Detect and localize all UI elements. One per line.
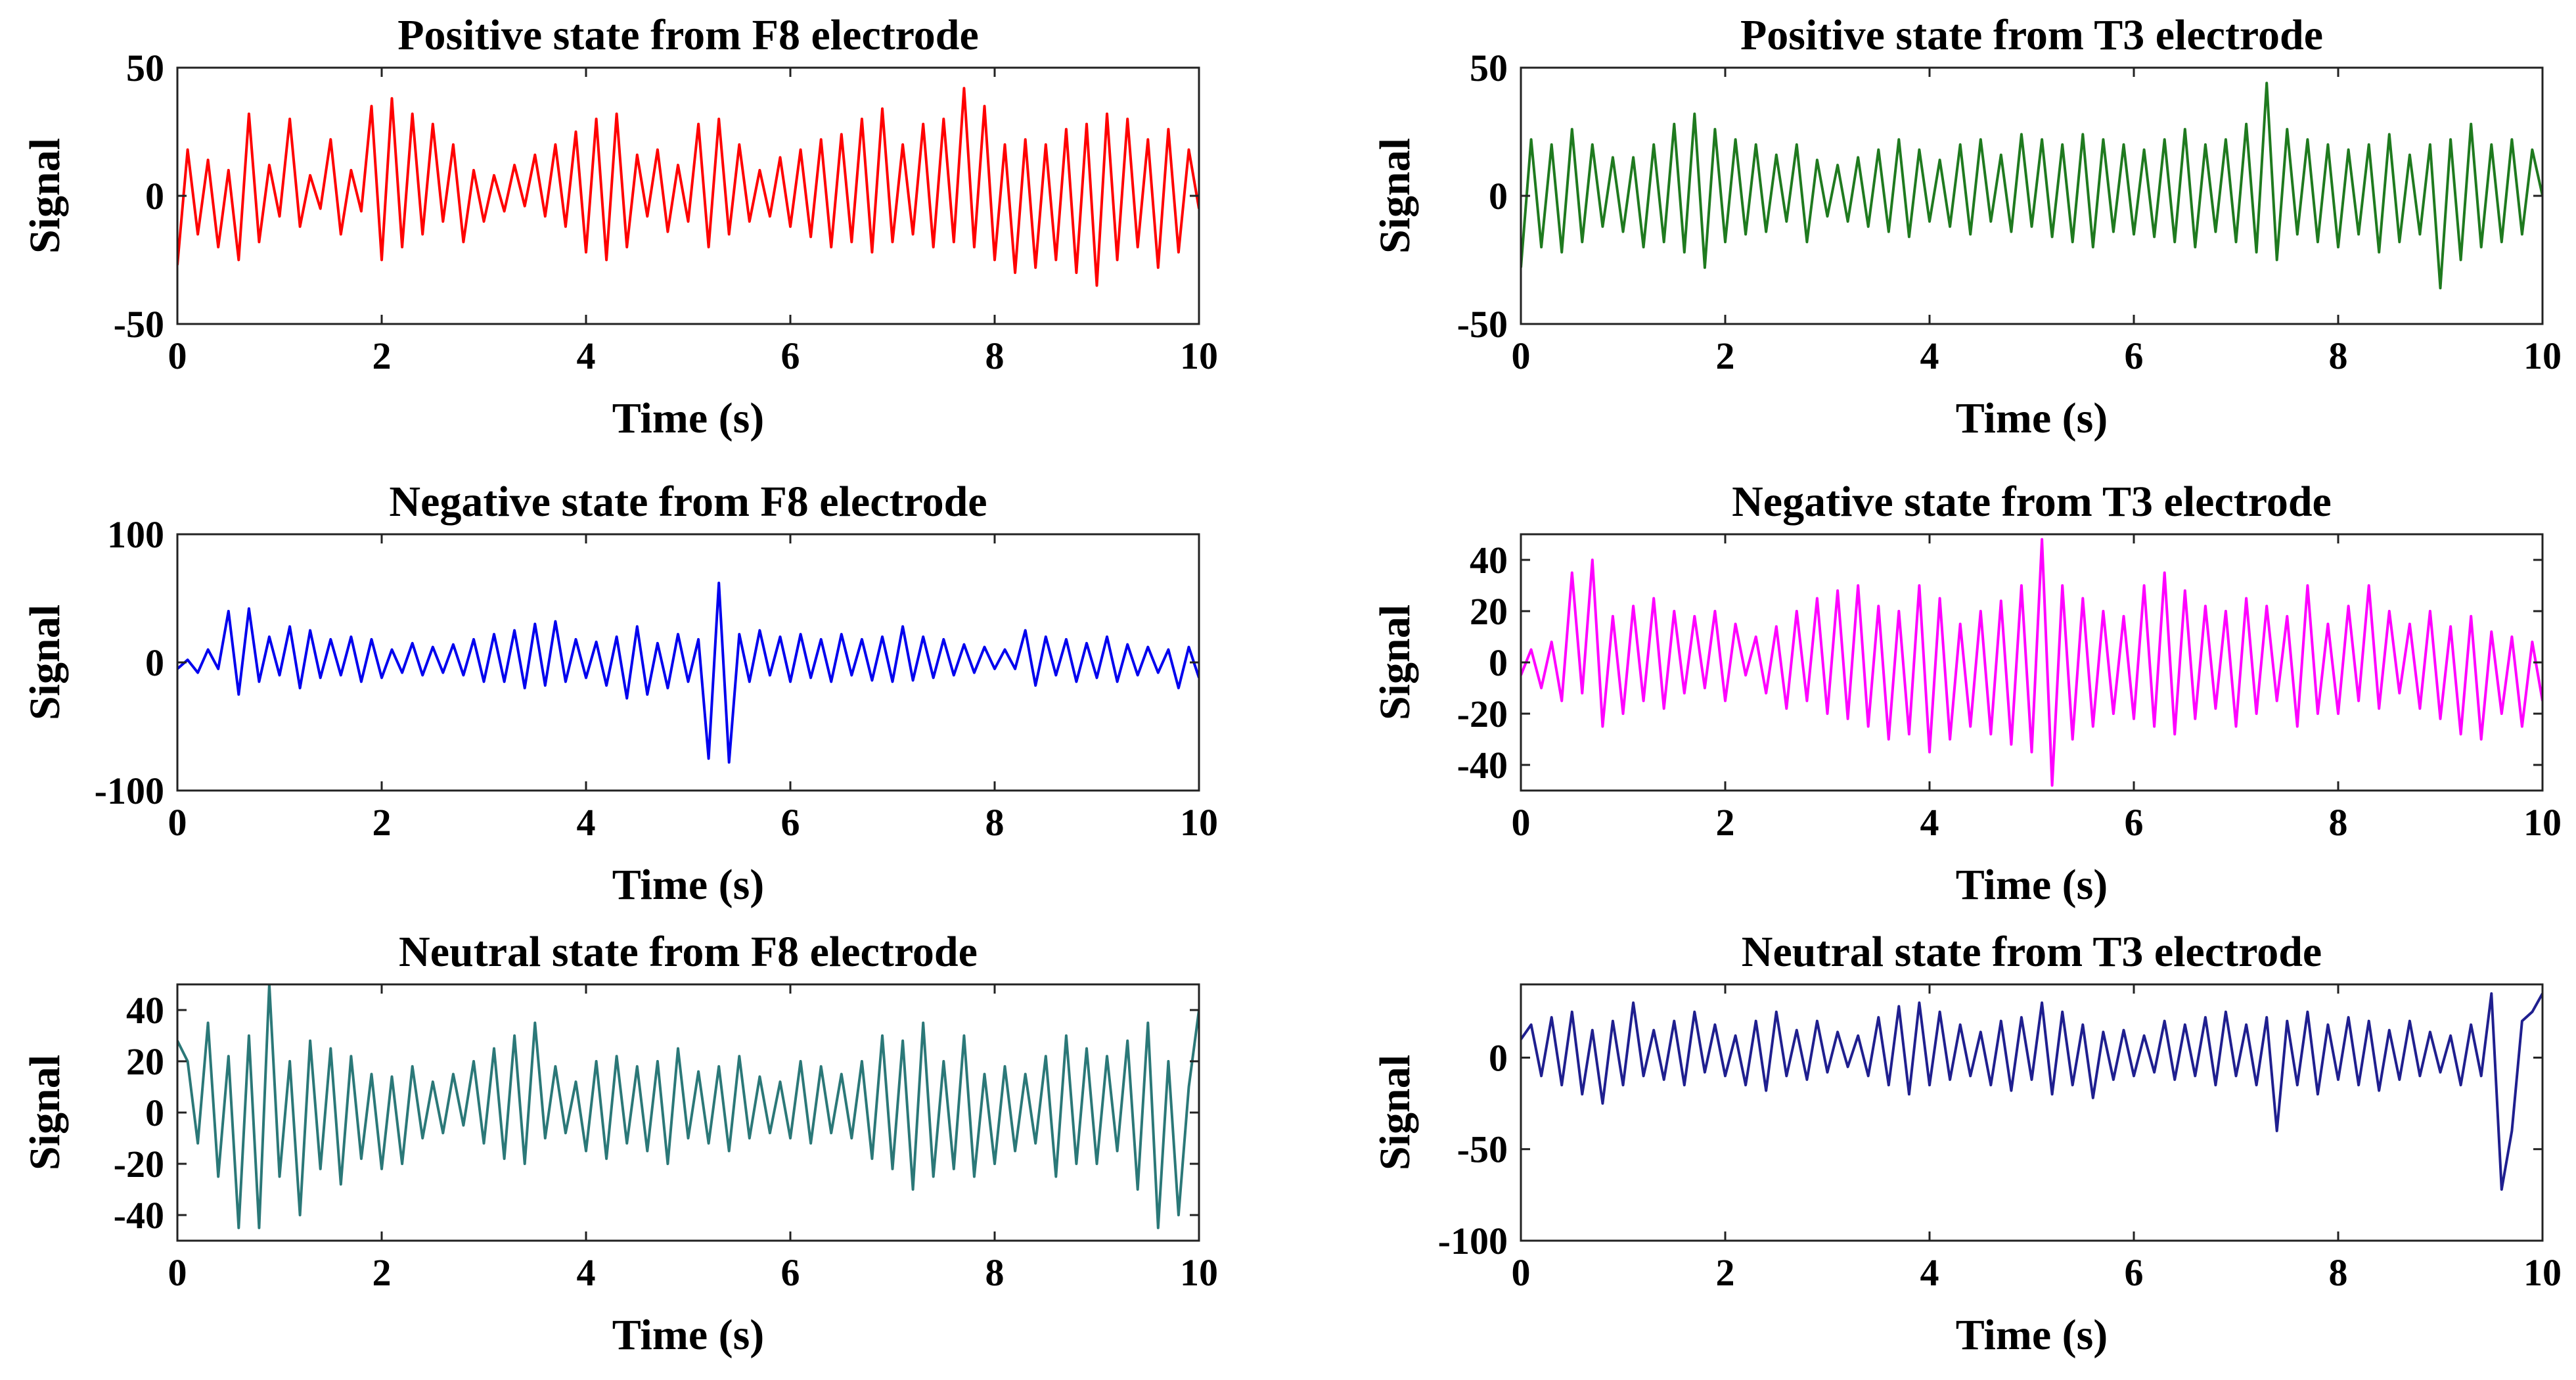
y-tick-label: -20 (1457, 693, 1508, 735)
x-tick-label: 0 (168, 334, 187, 377)
x-tick-label: 2 (373, 801, 392, 844)
plot-frame (1520, 983, 2544, 1242)
y-tick-label: -20 (114, 1143, 164, 1185)
y-axis-label: Signal (21, 1055, 69, 1170)
x-tick-label: 8 (985, 334, 1005, 377)
subplot-5: Neutral state from F8 electrode 0 2 4 6 8 10 -4… (21, 928, 1218, 1359)
x-tick-label: 2 (373, 1251, 392, 1294)
x-tick-label: 4 (577, 334, 596, 377)
x-tick-label: 10 (2523, 334, 2562, 377)
x-tick-label: 2 (373, 334, 392, 377)
subplot-title: Positive state from F8 electrode (397, 11, 979, 59)
y-tick-label: 50 (126, 47, 164, 89)
series-line (1521, 81, 2542, 290)
y-tick-label: -40 (114, 1194, 164, 1237)
y-tick-label: 20 (126, 1040, 164, 1083)
y-tick-label: 0 (1489, 641, 1508, 684)
y-tick-label: -50 (114, 303, 164, 346)
x-tick-label: 6 (2125, 334, 2144, 377)
subplot-6: Neutral state from T3 electrode 0 2 4 6 8 10 -1… (1371, 928, 2562, 1359)
x-tick-label: 2 (1716, 334, 1735, 377)
y-axis-label: Signal (1371, 138, 1419, 254)
subplot-3: Negative state from F8 electrode 0 2 4 6 8 10 -… (21, 478, 1218, 909)
y-axis-label: Signal (1371, 605, 1419, 720)
x-tick-label: 6 (781, 801, 800, 844)
y-tick-label: 0 (145, 641, 164, 684)
x-tick-label: 6 (781, 334, 800, 377)
series-line (177, 582, 1199, 764)
subplot-title: Negative state from F8 electrode (389, 478, 987, 526)
y-axis-label: Signal (21, 605, 69, 720)
y-tick-label: 50 (1470, 47, 1508, 89)
subplot-1: Positive state from F8 electrode 0 2 4 6 8 10 -… (21, 11, 1218, 442)
x-tick-label: 2 (1716, 801, 1735, 844)
subplot-4: Negative state from T3 electrode 0 2 4 6 8 10 -… (1371, 478, 2562, 909)
plot-frame (176, 983, 1200, 1242)
x-tick-label: 4 (577, 1251, 596, 1294)
x-axis-label: Time (s) (612, 1311, 765, 1359)
x-tick-label: 0 (1512, 1251, 1531, 1294)
subplot-title: Positive state from T3 electrode (1740, 11, 2323, 59)
x-tick-label: 4 (1920, 334, 1939, 377)
series-line (177, 984, 1199, 1230)
y-tick-label: 20 (1470, 590, 1508, 633)
y-tick-label: 0 (1489, 175, 1508, 218)
x-tick-label: 0 (1512, 801, 1531, 844)
x-tick-label: 10 (2523, 801, 2562, 844)
subplot-title: Neutral state from F8 electrode (399, 928, 978, 976)
y-tick-label: 100 (107, 513, 164, 556)
x-tick-label: 0 (168, 1251, 187, 1294)
y-tick-label: 40 (1470, 539, 1508, 582)
x-tick-label: 10 (1180, 801, 1218, 844)
x-tick-label: 0 (168, 801, 187, 844)
series-line (1521, 538, 2542, 787)
x-tick-label: 6 (2125, 1251, 2144, 1294)
x-axis-label: Time (s) (612, 394, 765, 442)
x-axis-label: Time (s) (1956, 394, 2108, 442)
plot-frame (176, 533, 1200, 792)
x-tick-label: 10 (1180, 1251, 1218, 1294)
subplot-title: Negative state from T3 electrode (1732, 478, 2332, 526)
y-tick-label: -100 (1438, 1220, 1508, 1262)
y-tick-label: 0 (145, 175, 164, 218)
x-tick-label: 10 (1180, 334, 1218, 377)
x-tick-label: 10 (2523, 1251, 2562, 1294)
subplot-title: Neutral state from T3 electrode (1742, 928, 2322, 976)
plot-frame (1520, 66, 2544, 325)
x-tick-label: 6 (781, 1251, 800, 1294)
y-tick-label: -50 (1457, 1128, 1508, 1171)
plot-frame (176, 66, 1200, 325)
series-line (177, 87, 1199, 287)
x-tick-label: 0 (1512, 334, 1531, 377)
y-axis-label: Signal (21, 138, 69, 254)
x-axis-label: Time (s) (612, 861, 765, 909)
x-tick-label: 8 (985, 1251, 1005, 1294)
y-tick-label: 40 (126, 989, 164, 1032)
x-tick-label: 2 (1716, 1251, 1735, 1294)
x-tick-label: 6 (2125, 801, 2144, 844)
y-tick-label: -40 (1457, 744, 1508, 787)
x-tick-label: 8 (985, 801, 1005, 844)
y-tick-label: -50 (1457, 303, 1508, 346)
x-tick-label: 8 (2329, 1251, 2348, 1294)
x-tick-label: 8 (2329, 334, 2348, 377)
x-tick-label: 4 (577, 801, 596, 844)
x-axis-label: Time (s) (1956, 1311, 2108, 1359)
y-tick-label: 0 (145, 1092, 164, 1134)
series-line (1521, 992, 2542, 1191)
x-tick-label: 4 (1920, 801, 1939, 844)
x-tick-label: 8 (2329, 801, 2348, 844)
x-tick-label: 4 (1920, 1251, 1939, 1294)
subplot-2: Positive state from T3 electrode 0 2 4 6 8 10 -… (1371, 11, 2562, 442)
y-tick-label: -100 (95, 770, 164, 812)
y-tick-label: 0 (1489, 1036, 1508, 1079)
y-axis-label: Signal (1371, 1055, 1419, 1170)
x-axis-label: Time (s) (1956, 861, 2108, 909)
